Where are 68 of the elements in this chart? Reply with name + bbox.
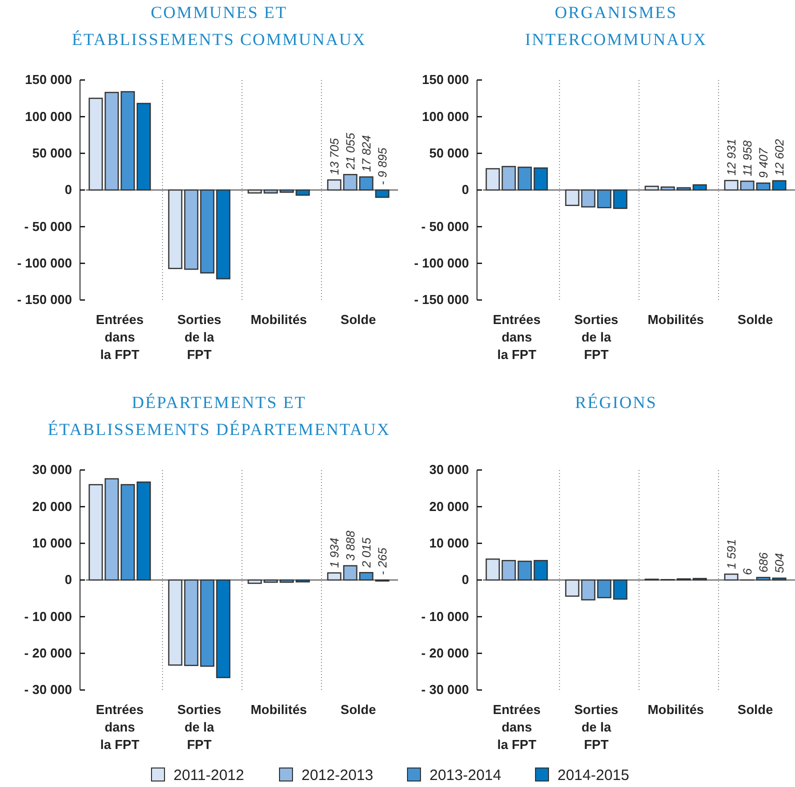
chart-title: COMMUNES ET ÉTABLISSEMENTS COMMUNAUX [72, 3, 366, 49]
y-tick-label: - 20 000 [24, 645, 72, 660]
y-tick-label: 50 000 [32, 145, 72, 160]
x-tick-label: Mobilités [250, 312, 307, 327]
y-tick-label: 150 000 [422, 72, 469, 88]
y-tick-label: 20 000 [429, 498, 469, 514]
data-label: 3 888 [343, 530, 358, 561]
legend-label: 2012-2013 [302, 767, 374, 784]
x-tick-label: Solde [340, 312, 376, 327]
y-tick-label: - 150 000 [17, 292, 72, 308]
y-tick-label: - 100 000 [414, 255, 469, 270]
legend-label: 2014-2015 [558, 767, 630, 784]
data-label: 504 [772, 552, 786, 574]
chart-title: DÉPARTEMENTS ET ÉTABLISSEMENTS DÉPARTEMENTAUX [48, 393, 390, 439]
y-tick-label: - 10 000 [421, 608, 469, 624]
y-tick-label: - 30 000 [24, 682, 72, 698]
chart-title: RÉGIONS [574, 393, 658, 412]
data-label: 12 931 [724, 138, 738, 176]
y-tick-label: 150 000 [25, 72, 72, 88]
y-tick-label: - 50 000 [24, 218, 72, 234]
y-tick-label: - 30 000 [421, 682, 469, 698]
data-label: - 9 895 [375, 147, 390, 185]
data-label: 21 055 [343, 132, 358, 171]
data-label: 2 015 [359, 537, 374, 569]
y-tick-label: 0 [462, 572, 469, 588]
data-label: 12 602 [772, 138, 786, 176]
data-label: 13 705 [327, 138, 342, 175]
x-tick-label: Entrées dans la FPT [96, 312, 144, 362]
x-tick-label: Entrées dans la FPT [492, 702, 541, 752]
x-tick-label: Sorties de la FPT [574, 312, 618, 362]
y-tick-label: 100 000 [422, 108, 469, 124]
y-tick-label: - 10 000 [24, 608, 72, 624]
chart-title: ORGANISMES INTERCOMMUNAUX [524, 3, 708, 49]
data-label: - 265 [375, 547, 390, 575]
y-tick-label: 10 000 [429, 535, 469, 550]
legend-label: 2011-2012 [174, 767, 244, 784]
x-tick-label: Mobilités [648, 702, 704, 717]
x-tick-label: Entrées dans la FPT [492, 312, 541, 362]
x-tick-label: Sorties de la FPT [177, 312, 222, 362]
x-tick-label: Sorties de la FPT [177, 702, 222, 752]
x-tick-label: Solde [738, 312, 773, 327]
y-tick-label: 10 000 [32, 535, 72, 550]
x-tick-label: Mobilités [250, 702, 307, 717]
y-tick-label: - 20 000 [421, 645, 469, 660]
data-label: 17 824 [359, 134, 374, 172]
x-tick-label: Solde [738, 702, 773, 717]
data-label: 11 958 [740, 140, 754, 176]
y-tick-label: - 100 000 [17, 255, 72, 270]
y-tick-label: - 50 000 [421, 218, 469, 234]
data-label: 9 407 [756, 146, 770, 178]
y-tick-label: 100 000 [25, 108, 72, 124]
y-tick-label: 0 [64, 572, 72, 588]
y-tick-label: 30 000 [429, 462, 469, 478]
data-label: 686 [756, 552, 770, 572]
y-tick-label: 50 000 [429, 145, 469, 160]
y-tick-label: 30 000 [32, 462, 72, 478]
data-label: 1 934 [327, 538, 342, 568]
x-tick-label: Sorties de la FPT [574, 702, 618, 752]
y-tick-label: 0 [64, 182, 72, 198]
data-label: 1 591 [724, 539, 738, 570]
y-tick-label: 0 [462, 182, 469, 198]
y-tick-label: 20 000 [32, 498, 72, 514]
x-tick-label: Solde [340, 702, 376, 717]
x-tick-label: Entrées dans la FPT [96, 702, 144, 752]
data-label: 6 [740, 568, 754, 575]
x-tick-label: Mobilités [648, 312, 704, 327]
y-tick-label: - 150 000 [414, 292, 469, 308]
legend-label: 2013-2014 [430, 767, 502, 784]
